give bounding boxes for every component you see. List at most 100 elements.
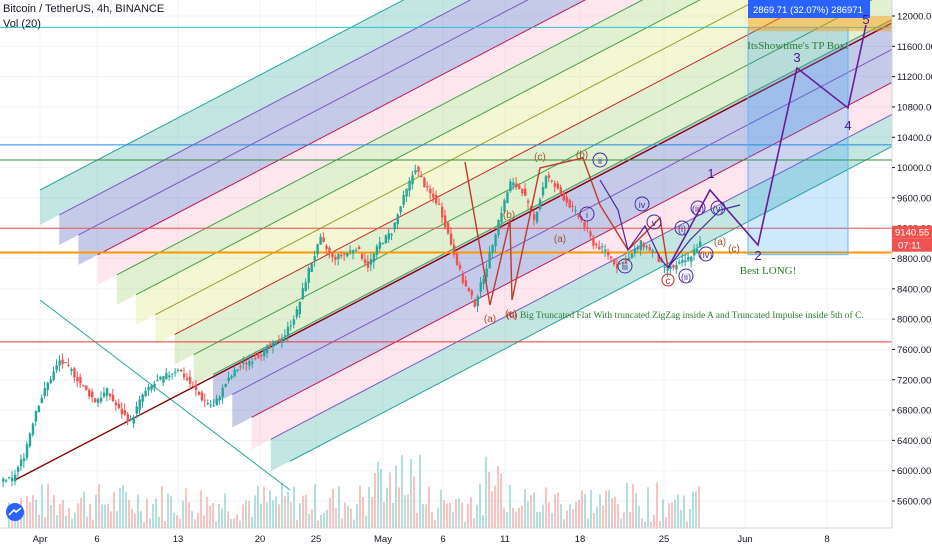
volume-bar: [542, 504, 544, 528]
candle-body: [423, 178, 426, 187]
volume-bar: [50, 505, 52, 528]
volume-bar: [350, 508, 352, 528]
volume-bar: [68, 507, 70, 528]
volume-bar: [551, 513, 553, 528]
current-price-label: 9140.55: [895, 228, 929, 239]
candle-body: [645, 246, 649, 248]
volume-bar: [98, 483, 100, 528]
volume-bar: [149, 518, 151, 528]
candle-body: [630, 253, 634, 258]
candle-body: [577, 213, 580, 218]
candle-body: [657, 254, 660, 262]
time-tick-label: 6: [94, 534, 99, 545]
candle-body: [174, 371, 177, 373]
candle-body: [230, 376, 233, 379]
volume-bar: [584, 493, 586, 528]
candle-body: [532, 214, 536, 220]
candle-body: [503, 200, 506, 212]
candle-body: [266, 346, 269, 354]
candle-body: [595, 244, 598, 246]
volume-bar: [158, 516, 160, 528]
wave-label-brown: (b): [503, 210, 515, 221]
volume-bar: [389, 472, 391, 528]
volume-bar: [674, 499, 676, 528]
pitchfork-band: [270, 114, 892, 472]
candle-body: [28, 433, 32, 447]
tradingview-logo-icon[interactable]: [6, 503, 24, 521]
candle-body: [349, 250, 352, 252]
pitchfork-line: [135, 0, 701, 296]
volume-bar: [143, 521, 145, 528]
candle-body: [500, 213, 503, 223]
candle-body: [274, 340, 278, 346]
volume-bar: [617, 504, 619, 528]
volume-bar: [533, 492, 535, 528]
volume-bar: [344, 502, 346, 528]
candle-body: [601, 246, 604, 248]
volume-bar: [677, 494, 679, 528]
volume-bar: [416, 512, 418, 528]
volume-bar: [110, 511, 112, 528]
volume-bar: [668, 503, 670, 528]
candle-body: [49, 379, 52, 384]
measure-badge-bg: [748, 0, 870, 18]
volume-bar: [35, 499, 37, 528]
price-tick-label: 6800.00: [897, 406, 931, 417]
volume-bar: [80, 497, 82, 528]
candle-body: [165, 373, 168, 380]
candle-body: [64, 362, 67, 364]
candle-body: [73, 368, 76, 378]
wave-sub-purple: [599, 179, 741, 269]
candle-body: [699, 241, 702, 248]
candle-body: [369, 259, 373, 265]
candle-body: [191, 385, 195, 387]
volume-bar: [485, 456, 487, 528]
volume-bar: [653, 514, 655, 528]
annotation-tp-box: ItsShowtime's TP Box!: [747, 40, 849, 52]
volume-bar: [56, 515, 58, 528]
candle-body: [527, 200, 530, 203]
candle-body: [618, 263, 622, 265]
candle-body: [313, 256, 316, 262]
volume-bar: [101, 504, 103, 528]
volume-bar: [461, 502, 463, 528]
volume-bar: [227, 511, 229, 528]
volume-bar: [500, 473, 502, 528]
candle-body: [633, 248, 637, 254]
candle-body: [159, 376, 162, 380]
candle-body: [260, 355, 263, 357]
candle-body: [604, 249, 607, 252]
candle-body: [642, 243, 646, 248]
volume-bar: [329, 498, 331, 528]
volume-bar: [194, 519, 196, 528]
volume-bar: [26, 495, 28, 528]
wave-zigzag-brown: [464, 157, 669, 306]
volume-bar: [662, 499, 664, 528]
volume-bar: [335, 508, 337, 528]
candle-body: [46, 382, 49, 391]
candle-body: [52, 371, 55, 381]
candle-body: [85, 385, 88, 390]
volume-bar: [296, 519, 298, 528]
volume-bar: [527, 501, 529, 528]
volume-bar: [287, 491, 289, 528]
volume-bar: [602, 505, 604, 528]
candle-body: [295, 309, 299, 317]
volume-bar: [596, 506, 598, 528]
candle-body: [553, 183, 557, 187]
volume-bar: [146, 498, 148, 528]
candle-body: [188, 376, 192, 384]
candle-body: [343, 253, 346, 255]
pitchfork-line: [289, 145, 893, 462]
volume-bar: [521, 505, 523, 528]
candle-body: [117, 403, 121, 409]
candle-body: [541, 187, 545, 196]
volume-bar: [443, 500, 445, 528]
wave-label-brown: (c): [505, 309, 517, 320]
candle-body: [544, 176, 548, 189]
volume-bar: [620, 518, 622, 528]
volume-bar: [230, 518, 232, 528]
wave-label-brown: (a): [484, 314, 496, 325]
